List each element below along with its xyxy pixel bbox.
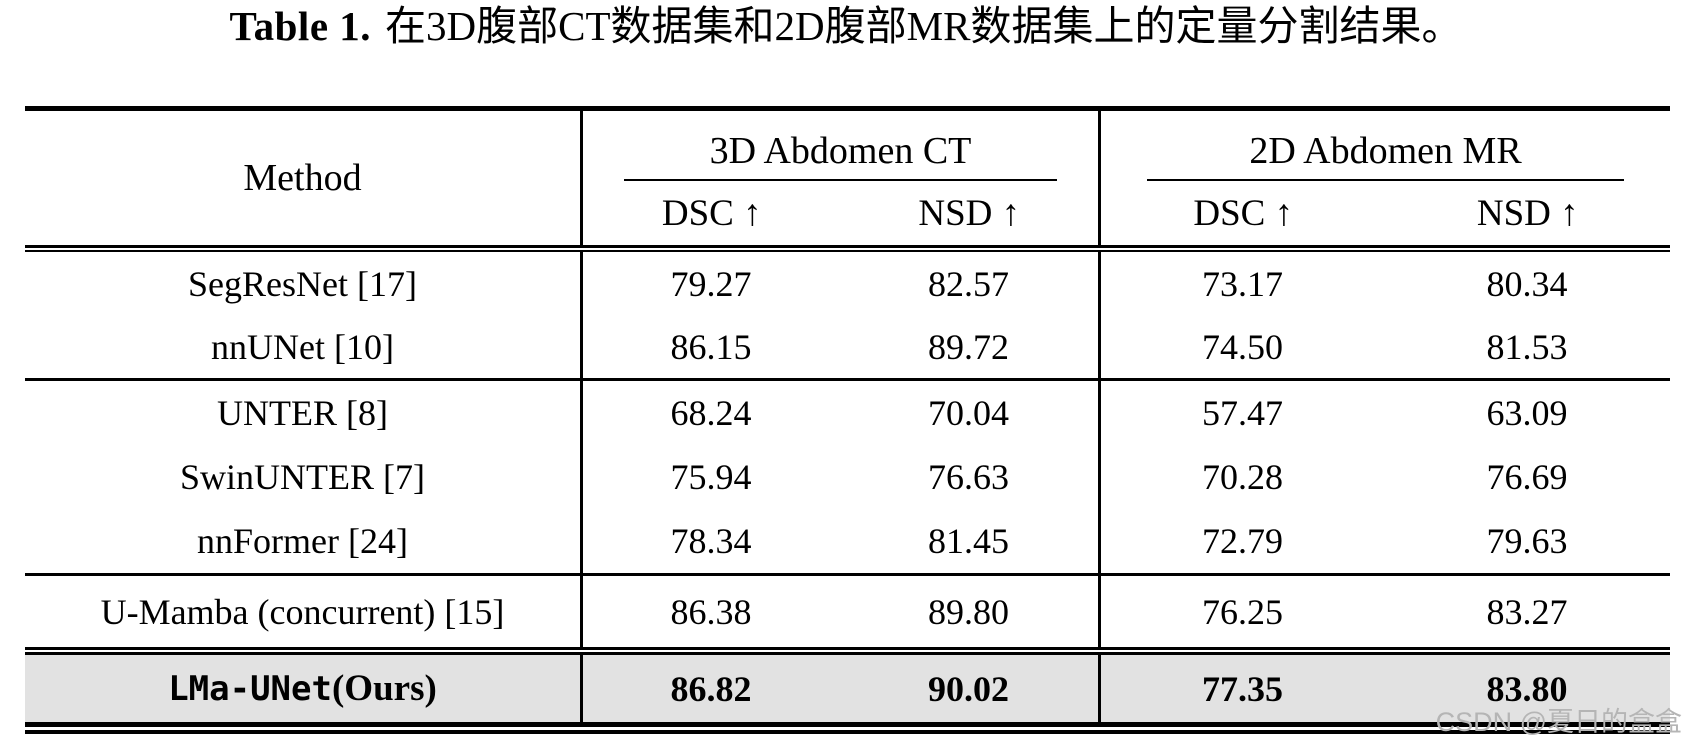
value-cell-mr-nsd: 80.34 bbox=[1486, 263, 1568, 304]
table-caption-label: Table 1. bbox=[229, 3, 372, 49]
group-separator-rule bbox=[25, 378, 1670, 381]
table-header-row: Method 3D Abdomen CT DSC ↑ NSD ↑ 2D Abdo… bbox=[25, 111, 1670, 245]
subheader-mr-nsd: NSD ↑ bbox=[1476, 192, 1579, 234]
table-row-nnunet: nnUNet [10] 86.15 89.72 74.50 81.53 bbox=[25, 315, 1670, 378]
table-row-lma-unet-ours-highlighted: LMa-UNet (Ours) 86.82 90.02 77.35 83.80 bbox=[25, 655, 1670, 722]
group-title-ct: 3D Abdomen CT bbox=[709, 130, 972, 172]
value-cell-mr-dsc: 73.17 bbox=[1098, 252, 1384, 315]
group-separator-rule bbox=[25, 573, 1670, 576]
value-cell-mr-nsd: 83.27 bbox=[1486, 591, 1568, 632]
value-cell-mr-dsc: 70.28 bbox=[1098, 445, 1384, 509]
table-row-unter: UNTER [8] 68.24 70.04 57.47 63.09 bbox=[25, 381, 1670, 445]
group-header-3d-abdomen-ct: 3D Abdomen CT DSC ↑ NSD ↑ bbox=[580, 111, 1098, 245]
value-cell-ct-dsc: 78.34 bbox=[580, 509, 839, 573]
value-cell-ct-nsd: 89.80 bbox=[928, 591, 1009, 632]
method-ours-suffix: (Ours) bbox=[331, 668, 437, 709]
value-cell-mr-nsd: 83.80 bbox=[1486, 668, 1568, 709]
value-cell-ct-dsc: 86.82 bbox=[580, 655, 839, 722]
method-name-mono: LMa-UNet bbox=[168, 668, 332, 709]
table-row-nnformer: nnFormer [24] 78.34 81.45 72.79 79.63 bbox=[25, 509, 1670, 573]
value-cell-mr-dsc: 74.50 bbox=[1098, 315, 1384, 378]
value-cell-ct-dsc: 86.15 bbox=[580, 315, 839, 378]
group-subheader-row-ct: DSC ↑ NSD ↑ bbox=[583, 181, 1098, 245]
value-cell-mr-dsc: 77.35 bbox=[1098, 655, 1384, 722]
value-cell-ct-dsc: 86.38 bbox=[580, 576, 839, 647]
group-underline-ct bbox=[624, 179, 1057, 181]
group-title-mr: 2D Abdomen MR bbox=[1249, 130, 1522, 172]
value-cell-mr-dsc: 57.47 bbox=[1098, 381, 1384, 445]
value-cell-ct-nsd: 82.57 bbox=[928, 263, 1009, 304]
group-header-2d-abdomen-mr: 2D Abdomen MR DSC ↑ NSD ↑ bbox=[1098, 111, 1670, 245]
value-cell-mr-nsd: 79.63 bbox=[1486, 521, 1568, 561]
method-cell: SwinUNTER [7] bbox=[180, 457, 425, 497]
table-bottom-rule bbox=[25, 722, 1670, 734]
value-cell-mr-dsc: 72.79 bbox=[1098, 509, 1384, 573]
method-cell: SegResNet [17] bbox=[188, 263, 417, 304]
method-cell: U-Mamba (concurrent) [15] bbox=[100, 591, 505, 632]
value-cell-ct-nsd: 90.02 bbox=[928, 668, 1009, 709]
header-bottom-rule bbox=[25, 245, 1670, 252]
method-cell: UNTER [8] bbox=[217, 393, 388, 433]
method-cell-ours: LMa-UNet (Ours) bbox=[25, 655, 580, 722]
subheader-mr-dsc: DSC ↑ bbox=[1193, 192, 1294, 234]
value-cell-mr-nsd: 63.09 bbox=[1486, 393, 1568, 433]
pre-highlight-double-rule bbox=[25, 647, 1670, 655]
table-row-swinunter: SwinUNTER [7] 75.94 76.63 70.28 76.69 bbox=[25, 445, 1670, 509]
table-top-rule bbox=[25, 106, 1670, 111]
method-cell: nnUNet [10] bbox=[211, 326, 394, 367]
results-table: Method 3D Abdomen CT DSC ↑ NSD ↑ 2D Abdo… bbox=[25, 106, 1670, 734]
subheader-ct-dsc: DSC ↑ bbox=[661, 192, 762, 234]
table-caption: Table 1. 在3D腹部CT数据集和2D腹部MR数据集上的定量分割结果。 bbox=[0, 2, 1692, 51]
group-underline-mr bbox=[1146, 179, 1625, 181]
value-cell-mr-nsd: 81.53 bbox=[1486, 326, 1568, 367]
method-column-header: Method bbox=[243, 157, 362, 199]
table-row-segresnet: SegResNet [17] 79.27 82.57 73.17 80.34 bbox=[25, 252, 1670, 315]
value-cell-ct-nsd: 81.45 bbox=[928, 521, 1009, 561]
value-cell-ct-nsd: 70.04 bbox=[928, 393, 1009, 433]
method-cell: nnFormer [24] bbox=[197, 521, 408, 561]
value-cell-ct-dsc: 79.27 bbox=[580, 252, 839, 315]
value-cell-mr-dsc: 76.25 bbox=[1098, 576, 1384, 647]
value-cell-mr-nsd: 76.69 bbox=[1486, 457, 1568, 497]
value-cell-ct-dsc: 68.24 bbox=[580, 381, 839, 445]
value-cell-ct-nsd: 76.63 bbox=[928, 457, 1009, 497]
subheader-ct-nsd: NSD ↑ bbox=[918, 192, 1021, 234]
group-subheader-row-mr: DSC ↑ NSD ↑ bbox=[1101, 181, 1670, 245]
value-cell-ct-nsd: 89.72 bbox=[928, 326, 1009, 367]
table-row-umamba: U-Mamba (concurrent) [15] 86.38 89.80 76… bbox=[25, 576, 1670, 647]
table-caption-text: 在3D腹部CT数据集和2D腹部MR数据集上的定量分割结果。 bbox=[385, 3, 1463, 49]
csdn-watermark: CSDN @夏日的盒盒 bbox=[1435, 707, 1682, 737]
value-cell-ct-dsc: 75.94 bbox=[580, 445, 839, 509]
